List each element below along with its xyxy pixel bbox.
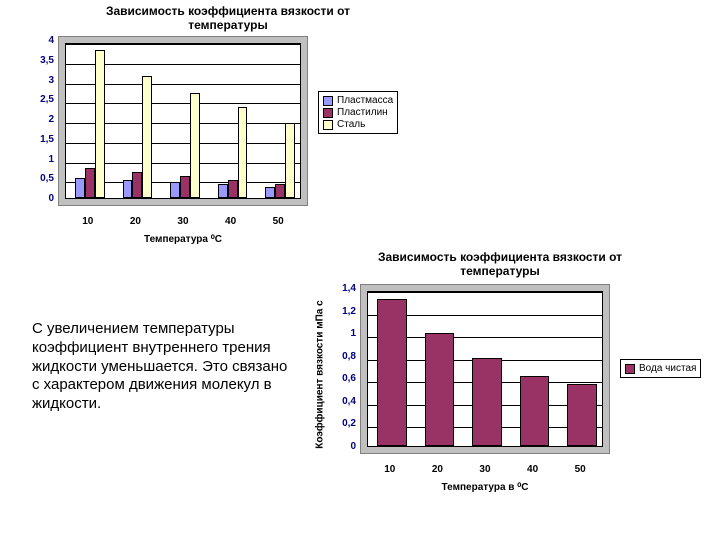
chart2-xlabel: Температура в ⁰С	[360, 482, 610, 493]
chart1-plot	[58, 36, 308, 206]
ytick-label: 1,5	[30, 134, 54, 145]
ytick-label: 0	[332, 441, 356, 452]
bar	[520, 376, 550, 446]
xtick-label: 50	[556, 464, 604, 475]
xtick-label: 40	[207, 216, 255, 227]
chart1-plot-inner	[65, 43, 301, 199]
xtick-label: 40	[509, 464, 557, 475]
chart2-plot	[360, 284, 610, 454]
bar	[238, 107, 248, 198]
xtick-label: 50	[254, 216, 302, 227]
chart2: Зависимость коэффициента вязкости от тем…	[310, 250, 710, 493]
bar	[142, 76, 152, 198]
bar	[228, 180, 238, 198]
chart1-xlabel: Температура ⁰С	[58, 234, 308, 245]
bar	[425, 333, 455, 446]
legend-swatch	[323, 108, 333, 118]
bar	[75, 178, 85, 198]
ytick-label: 0	[30, 193, 54, 204]
ytick-label: 1,4	[332, 283, 356, 294]
ytick-label: 4	[30, 35, 54, 46]
bar	[567, 384, 597, 446]
bar	[132, 172, 142, 198]
legend-label: Пластилин	[337, 107, 388, 118]
xtick-label: 30	[461, 464, 509, 475]
ytick-label: 0,4	[332, 396, 356, 407]
chart2-legend: Вода чистая	[620, 359, 701, 378]
legend-swatch	[625, 364, 635, 374]
legend-label: Пластмасса	[337, 95, 393, 106]
ytick-label: 0,6	[332, 373, 356, 384]
chart2-title: Зависимость коэффициента вязкости от тем…	[340, 250, 660, 278]
bar	[472, 358, 502, 446]
xtick-label: 20	[112, 216, 160, 227]
body-text: С увеличением температуры коэффициент вн…	[32, 320, 292, 414]
legend-label: Сталь	[337, 119, 365, 130]
ytick-label: 3,5	[30, 55, 54, 66]
legend-item: Пластилин	[323, 107, 393, 118]
ytick-label: 1	[332, 328, 356, 339]
bar	[95, 50, 105, 198]
ytick-label: 2,5	[30, 94, 54, 105]
ytick-label: 0,2	[332, 418, 356, 429]
ytick-label: 1	[30, 154, 54, 165]
xtick-label: 30	[159, 216, 207, 227]
bar	[123, 180, 133, 198]
legend-item: Пластмасса	[323, 95, 393, 106]
bar	[218, 184, 228, 198]
chart1-title: Зависимость коэффициента вязкости от тем…	[78, 4, 378, 32]
bar	[180, 176, 190, 198]
bar	[265, 187, 275, 198]
xtick-label: 10	[366, 464, 414, 475]
chart2-plot-inner	[367, 291, 603, 447]
chart1-legend: ПластмассаПластилинСталь	[318, 91, 398, 134]
legend-item: Вода чистая	[625, 363, 696, 374]
bar	[377, 299, 407, 446]
bar	[285, 123, 295, 198]
ytick-label: 0,8	[332, 351, 356, 362]
bar	[275, 184, 285, 198]
bar	[85, 168, 95, 198]
chart2-ylabel: Коэффициент вязкости мПа с	[315, 285, 326, 465]
xtick-label: 10	[64, 216, 112, 227]
ytick-label: 3	[30, 75, 54, 86]
xtick-label: 20	[414, 464, 462, 475]
chart1: Зависимость коэффициента вязкости от тем…	[28, 4, 428, 245]
ytick-label: 2	[30, 114, 54, 125]
bar	[190, 93, 200, 198]
legend-item: Сталь	[323, 119, 393, 130]
ytick-label: 1,2	[332, 306, 356, 317]
ytick-label: 0,5	[30, 173, 54, 184]
legend-label: Вода чистая	[639, 363, 696, 374]
legend-swatch	[323, 96, 333, 106]
legend-swatch	[323, 120, 333, 130]
bar	[170, 182, 180, 198]
